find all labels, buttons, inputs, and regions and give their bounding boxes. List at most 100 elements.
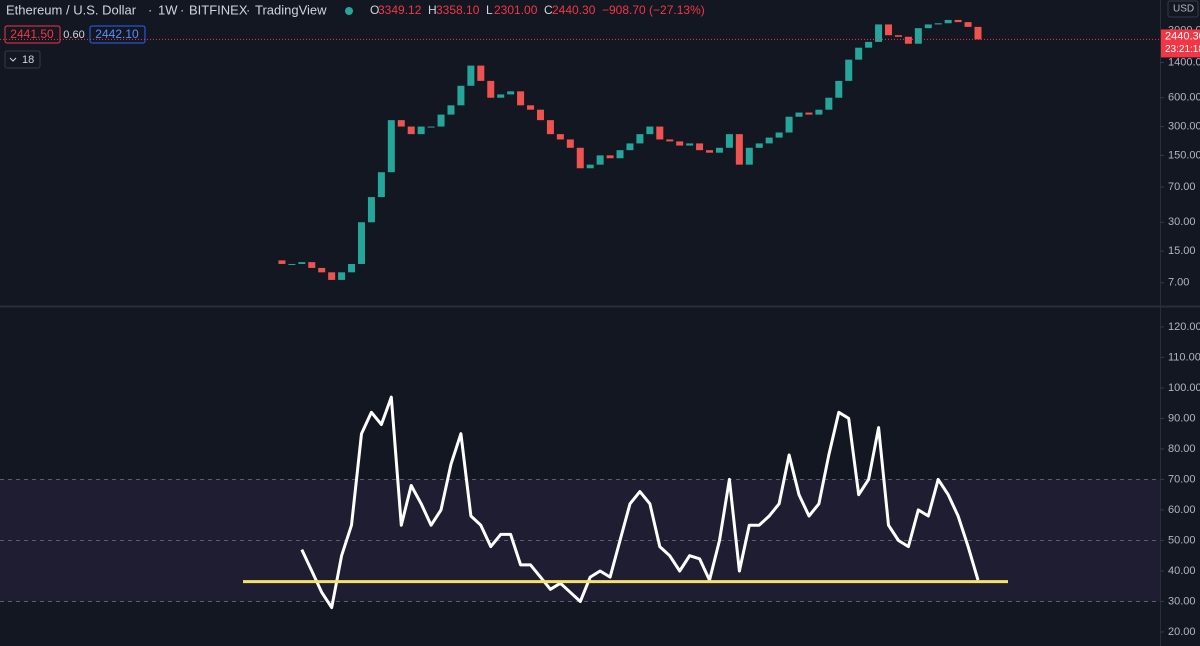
ohlc-key: L	[486, 3, 493, 17]
dot: ·	[180, 2, 184, 17]
candle	[477, 65, 485, 81]
candle	[735, 134, 743, 165]
candle	[934, 23, 942, 25]
candle	[308, 262, 316, 268]
y-tick-label: 120.00	[1168, 321, 1200, 333]
candle	[964, 22, 972, 27]
y-tick-label: 70.00	[1168, 473, 1196, 485]
candle	[566, 139, 574, 148]
y-tick-label: 80.00	[1168, 443, 1196, 455]
candle	[885, 24, 893, 36]
currency-button[interactable]	[1167, 0, 1199, 18]
candle	[586, 164, 594, 169]
y-tick-label: 1400.00	[1168, 56, 1200, 68]
candle	[606, 155, 614, 159]
symbol: Ethereum / U.S. Dollar	[6, 2, 137, 17]
candle	[875, 24, 883, 42]
ask-box[interactable]	[89, 25, 146, 44]
source: TradingView	[255, 2, 327, 17]
indicator-count: 18	[22, 54, 34, 66]
candle	[278, 260, 286, 264]
candle	[427, 126, 435, 128]
candle	[546, 120, 554, 135]
candle	[696, 143, 704, 151]
candle	[795, 112, 803, 117]
rsi-line	[300, 395, 980, 610]
indicators-toggle[interactable]	[4, 50, 41, 69]
candle	[894, 35, 902, 37]
candle	[904, 36, 912, 44]
candle	[646, 126, 654, 135]
status-dot	[345, 7, 353, 15]
candle	[765, 137, 773, 144]
candle	[507, 91, 515, 95]
y-tick-label: 90.00	[1168, 412, 1196, 424]
candle	[785, 116, 793, 133]
candle	[815, 109, 823, 115]
y-tick-label: 40.00	[1168, 565, 1196, 577]
candle	[636, 134, 644, 144]
y-tick-label: 30.00	[1168, 595, 1196, 607]
currency: USD	[1173, 4, 1194, 15]
candle	[755, 143, 763, 148]
price-tag-label: 2440.30	[1165, 30, 1200, 42]
price-tag	[1161, 29, 1200, 58]
candle	[715, 147, 723, 153]
y-tick-label: 15.00	[1168, 245, 1196, 257]
candle	[974, 26, 982, 40]
candle	[865, 41, 873, 48]
dot: ·	[246, 2, 250, 17]
y-tick-label: 50.00	[1168, 534, 1196, 546]
candle	[407, 126, 415, 135]
dot: ·	[148, 2, 152, 17]
candle	[666, 139, 674, 142]
y-tick-label: 20.00	[1168, 626, 1196, 638]
candle	[805, 112, 813, 115]
candle	[497, 94, 505, 98]
candle	[656, 126, 664, 140]
candle	[487, 80, 495, 98]
candle	[855, 47, 863, 60]
ohlc-value: 3349.12	[378, 3, 422, 17]
ohlc-value: 2301.00	[494, 3, 538, 17]
candle	[676, 141, 684, 146]
y-tick-label: 110.00	[1168, 351, 1200, 363]
candle	[556, 134, 564, 140]
candle	[387, 120, 395, 173]
candle	[437, 114, 445, 127]
candle	[944, 19, 952, 24]
candle	[527, 105, 535, 110]
candle	[706, 150, 714, 153]
candle	[417, 126, 425, 135]
candle	[835, 80, 843, 98]
candle	[338, 272, 346, 280]
interval: 1W	[158, 2, 178, 17]
ohlc-key: C	[544, 3, 553, 17]
candle	[298, 262, 306, 264]
y-tick-label: 7.00	[1168, 277, 1189, 289]
candle	[536, 109, 544, 121]
candle	[745, 147, 753, 165]
candle	[348, 263, 356, 273]
y-tick-label: 30.00	[1168, 216, 1196, 228]
candle	[288, 263, 296, 265]
chevron	[9, 57, 17, 62]
candle	[357, 222, 365, 264]
ohlc-key: H	[428, 3, 437, 17]
candle	[954, 19, 962, 23]
ohlc-value: 3358.10	[436, 3, 480, 17]
candle	[576, 147, 584, 169]
candle	[397, 120, 405, 127]
y-tick-label: 600.00	[1168, 92, 1200, 104]
candle	[517, 91, 525, 106]
candle	[775, 132, 783, 138]
candle	[367, 197, 375, 223]
y-tick-label: 100.00	[1168, 382, 1200, 394]
bid-box[interactable]	[4, 25, 61, 44]
y-tick-label: 60.00	[1168, 504, 1196, 516]
change: −908.70 (−27.13%)	[602, 3, 705, 17]
candle	[596, 155, 604, 165]
